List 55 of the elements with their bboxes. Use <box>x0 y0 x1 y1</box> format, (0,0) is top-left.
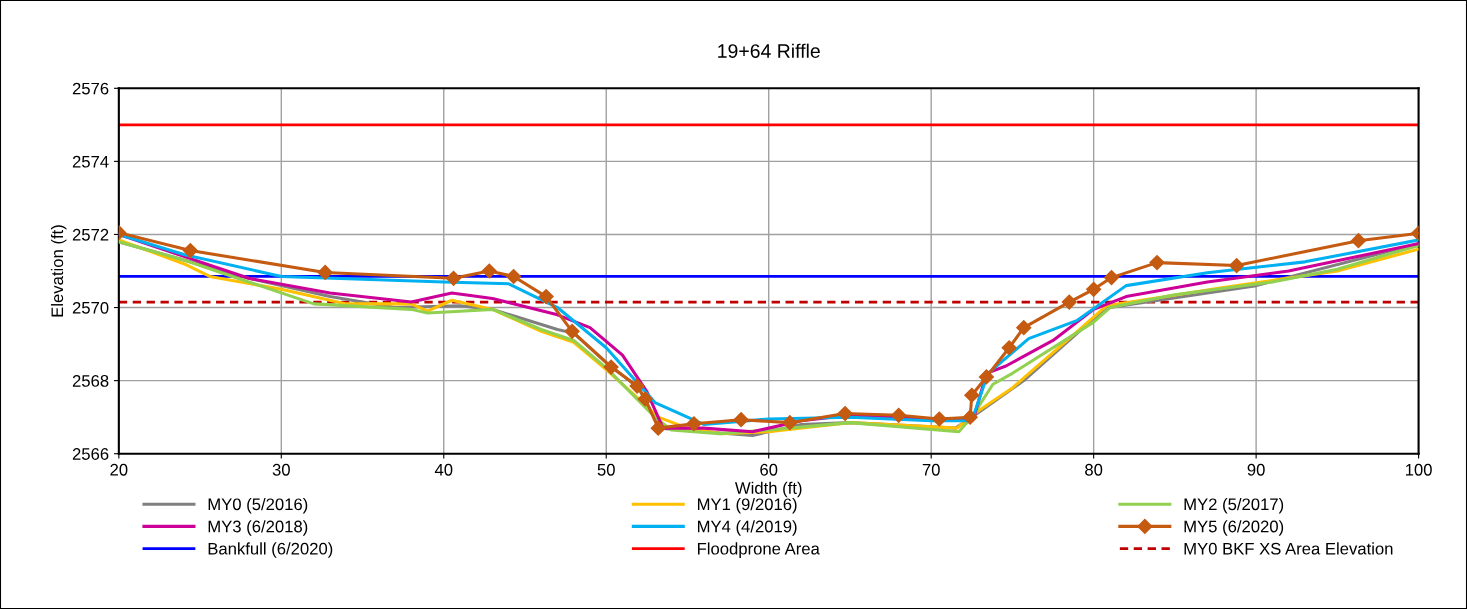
y-tick-label: 2576 <box>72 82 109 95</box>
point <box>1016 320 1032 336</box>
legend-label: MY5 (6/2020) <box>1184 520 1284 536</box>
point <box>564 323 580 339</box>
legend-label: Bankfull (6/2020) <box>208 542 333 558</box>
point <box>603 359 619 375</box>
y-axis-title: Elevation (ft) <box>50 225 67 317</box>
point <box>317 264 333 281</box>
y-tick-label: 2572 <box>72 228 109 241</box>
x-tick-label: 50 <box>597 463 615 476</box>
legend-label: MY0 BKF XS Area Elevation <box>1184 542 1393 555</box>
point <box>629 378 645 394</box>
point <box>782 415 798 431</box>
point <box>891 407 907 423</box>
point <box>538 289 554 305</box>
point <box>962 409 978 425</box>
legend-label: Floodprone Area <box>697 542 820 558</box>
x-axis-title: Width (ft) <box>734 481 802 498</box>
point <box>1149 255 1165 271</box>
point <box>1086 281 1102 297</box>
legend-label: MY3 (6/2018) <box>208 520 308 536</box>
point <box>182 242 198 259</box>
legend-label: MY4 (4/2019) <box>697 520 797 536</box>
y-tick-label: 2574 <box>72 155 109 168</box>
point <box>1103 270 1120 286</box>
point <box>964 387 980 403</box>
point <box>1350 233 1367 249</box>
x-tick-label: 20 <box>110 463 128 476</box>
x-tick-label: 70 <box>922 463 940 476</box>
point <box>637 391 653 407</box>
x-tick-label: 30 <box>272 463 290 476</box>
point <box>1061 294 1077 310</box>
legend-label: MY2 (5/2017) <box>1184 497 1284 514</box>
legend-label: MY0 (5/2016) <box>208 497 308 514</box>
y-tick-label: 2568 <box>72 375 109 387</box>
point <box>1229 257 1245 274</box>
y-tick-label: 2566 <box>72 448 109 460</box>
x-tick-label: 90 <box>1247 463 1265 476</box>
point <box>650 420 666 436</box>
point <box>481 263 497 279</box>
x-tick-label: 80 <box>1085 463 1103 476</box>
x-tick-label: 100 <box>1405 463 1432 476</box>
legend-label: MY1 (9/2016) <box>697 497 797 514</box>
point <box>978 369 994 385</box>
point <box>506 268 522 285</box>
point <box>837 405 853 422</box>
x-tick-label: 40 <box>434 463 453 476</box>
point <box>931 411 947 427</box>
point <box>1001 340 1017 356</box>
y-tick-label: 2570 <box>72 301 109 314</box>
point <box>733 412 749 428</box>
chart-title: 19+64 Riffle <box>718 43 820 58</box>
x-tick-label: 60 <box>760 463 778 476</box>
point <box>445 270 462 286</box>
point <box>686 416 702 432</box>
